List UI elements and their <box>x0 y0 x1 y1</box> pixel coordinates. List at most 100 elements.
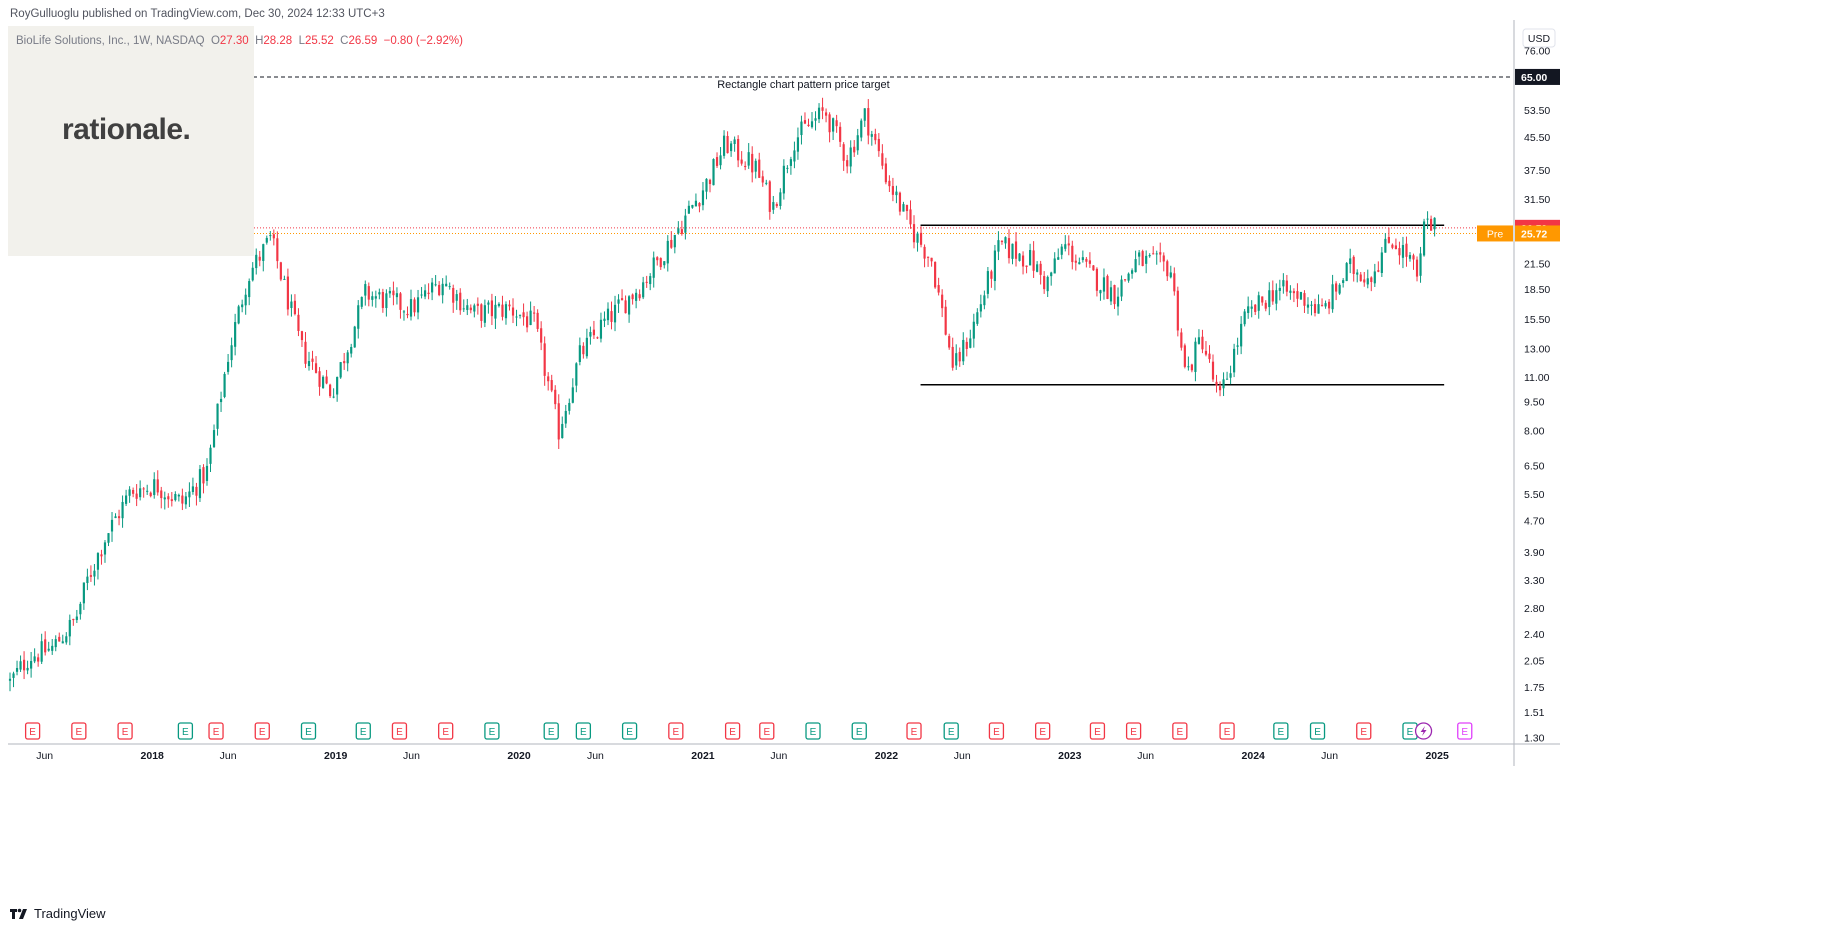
candle[interactable] <box>1173 267 1176 296</box>
candle[interactable] <box>61 634 64 644</box>
candle[interactable] <box>877 133 880 157</box>
candle[interactable] <box>1141 249 1144 267</box>
event-marker-earnings-miss[interactable]: E <box>668 722 684 740</box>
candle[interactable] <box>1116 287 1120 316</box>
candle[interactable] <box>205 458 209 486</box>
event-marker-earnings-miss[interactable]: E <box>1356 722 1372 740</box>
candle[interactable] <box>807 118 810 127</box>
candle[interactable] <box>870 130 873 146</box>
candle[interactable] <box>712 158 715 186</box>
candle[interactable] <box>564 404 567 428</box>
candle[interactable] <box>149 491 152 498</box>
candle[interactable] <box>117 509 121 526</box>
candle[interactable] <box>212 424 216 448</box>
candle[interactable] <box>677 221 680 235</box>
candle[interactable] <box>1078 257 1081 265</box>
candle[interactable] <box>525 311 529 333</box>
candle[interactable] <box>1106 274 1109 300</box>
candle[interactable] <box>1057 248 1060 260</box>
candle[interactable] <box>237 304 240 325</box>
candle[interactable] <box>1303 290 1306 313</box>
candle[interactable] <box>1211 354 1215 382</box>
candle[interactable] <box>666 235 669 272</box>
candle[interactable] <box>276 231 279 269</box>
candle[interactable] <box>487 300 490 314</box>
candle[interactable] <box>1067 235 1070 256</box>
candle[interactable] <box>321 375 325 389</box>
candle[interactable] <box>1053 252 1056 274</box>
candle[interactable] <box>483 299 486 328</box>
candle[interactable] <box>153 472 156 499</box>
candle[interactable] <box>1345 261 1348 282</box>
candle[interactable] <box>58 632 61 642</box>
candle[interactable] <box>297 308 300 337</box>
candle[interactable] <box>1194 337 1197 382</box>
candle[interactable] <box>958 347 961 367</box>
candle[interactable] <box>515 309 518 327</box>
candle[interactable] <box>353 325 356 348</box>
candle[interactable] <box>1204 341 1208 357</box>
candle[interactable] <box>705 178 708 200</box>
candle[interactable] <box>448 282 451 290</box>
candle[interactable] <box>1398 241 1401 265</box>
candle[interactable] <box>423 284 427 300</box>
candle[interactable] <box>902 201 905 212</box>
candle[interactable] <box>1229 365 1232 385</box>
candle[interactable] <box>1250 300 1253 318</box>
candle[interactable] <box>832 117 835 141</box>
candle[interactable] <box>1349 248 1352 274</box>
candle[interactable] <box>255 248 258 275</box>
candle[interactable] <box>1426 211 1429 230</box>
event-marker-earnings-beat[interactable]: E <box>177 722 194 740</box>
candle[interactable] <box>434 275 437 287</box>
candle[interactable] <box>522 303 525 326</box>
candle[interactable] <box>438 281 441 297</box>
candle[interactable] <box>1243 309 1246 327</box>
candle[interactable] <box>1342 278 1345 288</box>
candle[interactable] <box>1296 283 1299 308</box>
candle[interactable] <box>318 367 321 396</box>
candle[interactable] <box>452 284 455 313</box>
candle[interactable] <box>455 289 458 310</box>
candle[interactable] <box>346 350 349 372</box>
candle[interactable] <box>1000 240 1004 245</box>
candle[interactable] <box>1109 280 1113 306</box>
candle[interactable] <box>726 131 729 154</box>
candle[interactable] <box>216 403 219 436</box>
candle[interactable] <box>1176 286 1179 337</box>
event-marker-earnings-miss[interactable]: E <box>117 722 133 740</box>
candle[interactable] <box>518 314 522 319</box>
candle[interactable] <box>476 297 479 315</box>
candle[interactable] <box>881 144 884 170</box>
candle[interactable] <box>684 208 687 240</box>
candle[interactable] <box>1271 280 1274 305</box>
candle[interactable] <box>445 275 448 287</box>
candle[interactable] <box>300 330 304 347</box>
candle[interactable] <box>1373 263 1376 288</box>
candle[interactable] <box>554 385 557 410</box>
candle[interactable] <box>54 635 57 652</box>
candle[interactable] <box>1060 243 1063 260</box>
candle[interactable] <box>167 493 170 508</box>
candle[interactable] <box>1081 250 1084 263</box>
candle[interactable] <box>1299 291 1303 300</box>
candle[interactable] <box>1327 299 1331 315</box>
event-marker-earnings-miss[interactable]: E <box>1125 722 1142 740</box>
candle[interactable] <box>1264 300 1267 312</box>
candle[interactable] <box>670 231 673 249</box>
candle[interactable] <box>279 261 282 282</box>
candle[interactable] <box>110 512 114 542</box>
candle[interactable] <box>585 328 588 359</box>
candle[interactable] <box>747 143 750 169</box>
candle[interactable] <box>1247 296 1250 319</box>
candle[interactable] <box>1036 261 1039 273</box>
candle[interactable] <box>459 288 462 315</box>
event-marker-earnings-miss[interactable]: E <box>24 722 41 740</box>
candle[interactable] <box>990 269 993 288</box>
candle[interactable] <box>1123 279 1127 282</box>
candle[interactable] <box>1419 246 1422 283</box>
candle[interactable] <box>1320 298 1324 307</box>
candle[interactable] <box>388 287 391 298</box>
candle[interactable] <box>1190 363 1193 373</box>
